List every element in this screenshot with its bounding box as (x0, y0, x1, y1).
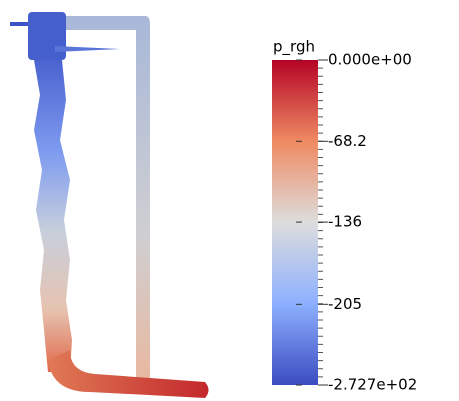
tick-label: -205 (328, 295, 362, 313)
column-flow (34, 60, 72, 372)
tick-label: -136 (328, 213, 362, 231)
colorbar (272, 60, 318, 385)
tick-label: 0.000e+00 (328, 51, 412, 69)
bottom-pipe (48, 350, 209, 398)
colorbar-title: p_rgh (273, 38, 315, 57)
render-view: p_rgh 0.000e+00 -68.2 -136 -205 -2.727e+02 (0, 0, 459, 401)
top-vessel (28, 12, 66, 60)
tick-label: -68.2 (328, 132, 367, 150)
return-pipe (62, 16, 150, 380)
tick-label: -2.727e+02 (328, 376, 417, 394)
side-nozzle (55, 46, 120, 52)
geometry (10, 12, 209, 398)
page: p_rgh 0.000e+00-68.2-136-205-2.727e+02 (… (0, 0, 459, 401)
